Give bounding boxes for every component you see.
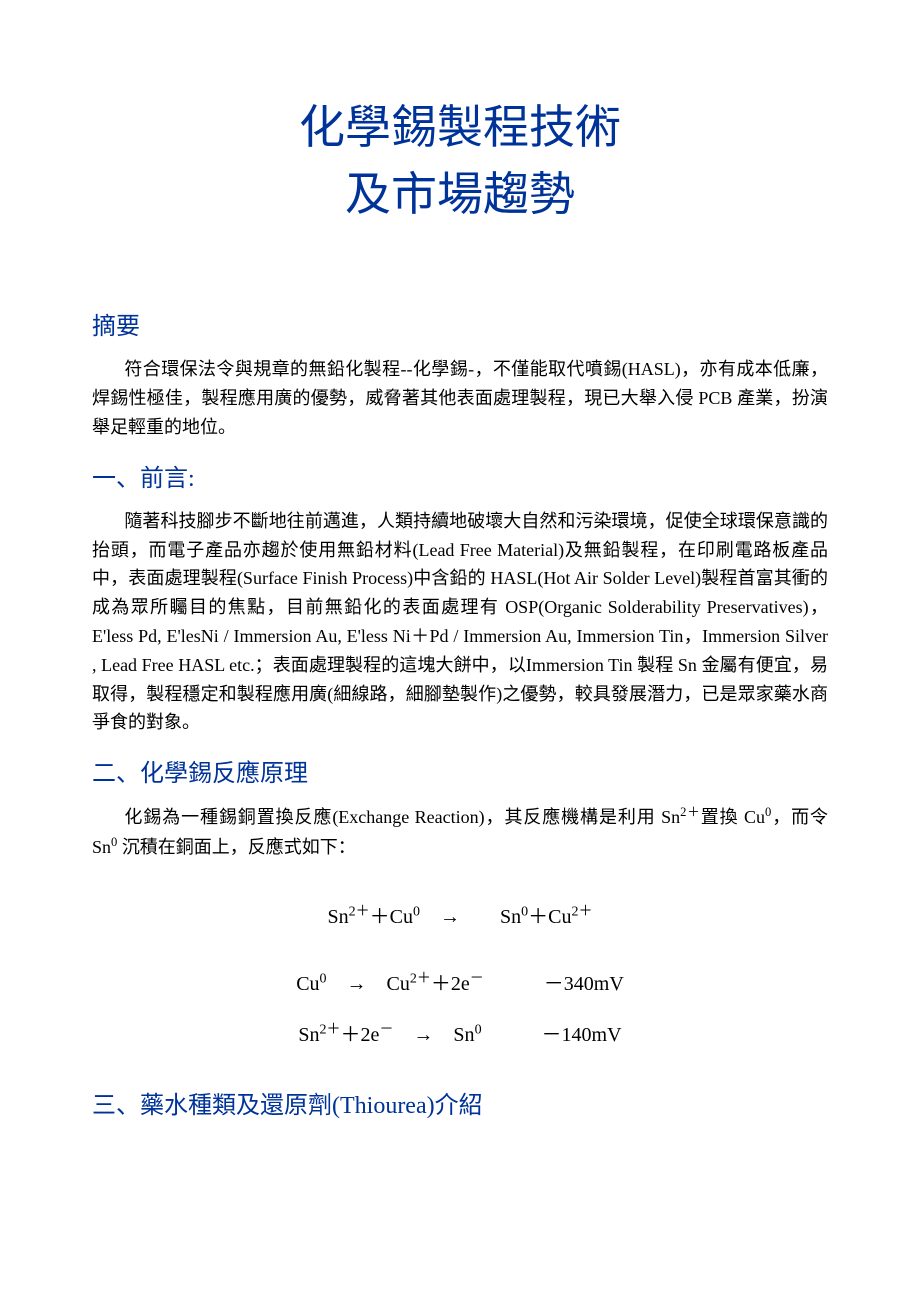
equation-1: Sn2＋＋Cu0 → Sn0＋Cu2＋ [92, 900, 828, 929]
equation-3: Sn2＋＋2e－ → Sn0 －140mV [92, 1018, 828, 1047]
equation-2: Cu0 → Cu2＋＋2e－ －340mV [92, 967, 828, 996]
abstract-heading: 摘要 [92, 306, 828, 341]
section-1-heading: 一、前言: [92, 458, 828, 493]
title-line-2: 及市場趨勢 [92, 162, 828, 229]
equation-block: Sn2＋＋Cu0 → Sn0＋Cu2＋ Cu0 → Cu2＋＋2e－ －340m… [92, 900, 828, 1047]
section-1-body: 隨著科技腳步不斷地往前邁進，人類持續地破壞大自然和污染環境，促使全球環保意識的抬… [92, 507, 828, 737]
title-line-1: 化學錫製程技術 [92, 95, 828, 162]
section-2-body: 化錫為一種錫銅置換反應(Exchange Reaction)，其反應機構是利用 … [92, 802, 828, 862]
abstract-body: 符合環保法令與規章的無鉛化製程--化學錫-，不僅能取代噴錫(HASL)，亦有成本… [92, 355, 828, 441]
section-3-heading: 三、藥水種類及還原劑(Thiourea)介紹 [92, 1085, 828, 1120]
document-title: 化學錫製程技術 及市場趨勢 [92, 95, 828, 228]
section-2-heading: 二、化學錫反應原理 [92, 753, 828, 788]
